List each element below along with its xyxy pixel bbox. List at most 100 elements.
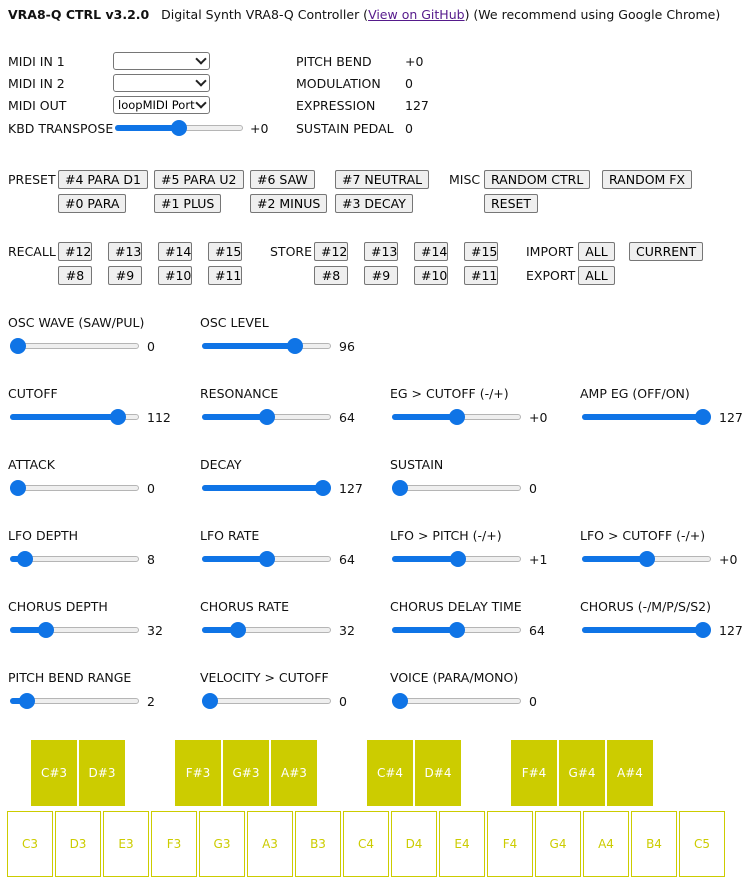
reset-button[interactable]: RESET xyxy=(484,194,539,213)
piano-key-white[interactable]: G3 xyxy=(199,811,245,877)
recall-button[interactable]: #13 xyxy=(108,242,142,261)
piano-key-white[interactable]: F4 xyxy=(487,811,533,877)
piano-key-white[interactable]: E4 xyxy=(439,811,485,877)
velocity-cutoff-slider[interactable] xyxy=(202,693,331,709)
preset-button[interactable]: #6 SAW xyxy=(250,170,315,189)
slider-thumb[interactable] xyxy=(230,622,247,638)
lfo-depth-slider[interactable] xyxy=(10,551,139,567)
midi-in2-select[interactable] xyxy=(113,74,210,92)
piano-key-white[interactable]: E3 xyxy=(103,811,149,877)
cutoff-slider[interactable] xyxy=(10,409,139,425)
slider-thumb[interactable] xyxy=(19,693,36,709)
piano-key-black[interactable]: A#4 xyxy=(607,740,653,806)
piano-key-black[interactable]: F#4 xyxy=(511,740,557,806)
lfo-cutoff-slider[interactable] xyxy=(582,551,711,567)
recall-button[interactable]: #11 xyxy=(208,266,242,285)
slider-thumb[interactable] xyxy=(315,480,331,496)
slider-thumb[interactable] xyxy=(10,338,26,354)
piano-key-white[interactable]: B4 xyxy=(631,811,677,877)
piano-key-white[interactable]: C4 xyxy=(343,811,389,877)
preset-button[interactable]: #0 PARA xyxy=(58,194,127,213)
preset-button[interactable]: #3 DECAY xyxy=(335,194,413,213)
slider-thumb[interactable] xyxy=(448,622,465,638)
slider-thumb[interactable] xyxy=(38,622,55,638)
preset-button[interactable]: #4 PARA D1 xyxy=(58,170,148,189)
chorus-delay-time-slider[interactable] xyxy=(392,622,521,638)
sustain-slider[interactable] xyxy=(392,480,521,496)
chorus-depth-slider[interactable] xyxy=(10,622,139,638)
slider-thumb[interactable] xyxy=(449,551,466,567)
piano-key-black[interactable]: D#3 xyxy=(79,740,125,806)
chorus-mode-slider[interactable] xyxy=(582,622,711,638)
slider-thumb[interactable] xyxy=(258,551,275,567)
slider-thumb[interactable] xyxy=(287,338,304,354)
import-current-button[interactable]: CURRENT xyxy=(629,242,704,261)
random-ctrl-button[interactable]: RANDOM CTRL xyxy=(484,170,591,189)
preset-button[interactable]: #7 NEUTRAL xyxy=(335,170,430,189)
piano-key-white[interactable]: F3 xyxy=(151,811,197,877)
piano-key-white[interactable]: C3 xyxy=(7,811,53,877)
store-button[interactable]: #12 xyxy=(314,242,348,261)
decay-slider[interactable] xyxy=(202,480,331,496)
recall-button[interactable]: #8 xyxy=(58,266,92,285)
kbd-transpose-slider[interactable] xyxy=(115,120,243,136)
store-button[interactable]: #10 xyxy=(414,266,448,285)
piano-key-black[interactable]: D#4 xyxy=(415,740,461,806)
export-all-button[interactable]: ALL xyxy=(578,266,615,285)
recall-button[interactable]: #9 xyxy=(108,266,142,285)
store-button[interactable]: #9 xyxy=(364,266,398,285)
piano-key-white[interactable]: A3 xyxy=(247,811,293,877)
slider-thumb[interactable] xyxy=(10,480,26,496)
piano-key-white[interactable]: G4 xyxy=(535,811,581,877)
amp-eg-slider[interactable] xyxy=(582,409,711,425)
lfo-pitch-slider[interactable] xyxy=(392,551,521,567)
preset-button[interactable]: #5 PARA U2 xyxy=(154,170,244,189)
lfo-rate-slider[interactable] xyxy=(202,551,331,567)
piano-key-white[interactable]: A4 xyxy=(583,811,629,877)
slider-thumb[interactable] xyxy=(392,480,408,496)
slider-thumb[interactable] xyxy=(392,693,408,709)
osc-level-slider[interactable] xyxy=(202,338,331,354)
slider-thumb[interactable] xyxy=(109,409,126,425)
piano-key-black[interactable]: G#3 xyxy=(223,740,269,806)
piano-key-white[interactable]: D3 xyxy=(55,811,101,877)
piano-key-white[interactable]: B3 xyxy=(295,811,341,877)
recall-button[interactable]: #14 xyxy=(158,242,192,261)
resonance-slider[interactable] xyxy=(202,409,331,425)
osc-wave-slider[interactable] xyxy=(10,338,139,354)
preset-button[interactable]: #1 PLUS xyxy=(154,194,222,213)
slider-thumb[interactable] xyxy=(258,409,275,425)
slider-thumb[interactable] xyxy=(448,409,465,425)
recall-button[interactable]: #15 xyxy=(208,242,242,261)
attack-slider[interactable] xyxy=(10,480,139,496)
preset-button[interactable]: #2 MINUS xyxy=(250,194,328,213)
store-button[interactable]: #11 xyxy=(464,266,498,285)
recall-button[interactable]: #10 xyxy=(158,266,192,285)
pitch-bend-range-slider[interactable] xyxy=(10,693,139,709)
piano-key-black[interactable]: C#4 xyxy=(367,740,413,806)
chorus-rate-slider[interactable] xyxy=(202,622,331,638)
store-button[interactable]: #8 xyxy=(314,266,348,285)
piano-key-black[interactable]: C#3 xyxy=(31,740,77,806)
eg-cutoff-slider[interactable] xyxy=(392,409,521,425)
slider-thumb[interactable] xyxy=(17,551,34,567)
random-fx-button[interactable]: RANDOM FX xyxy=(602,170,693,189)
recall-button[interactable]: #12 xyxy=(58,242,92,261)
slider-thumb[interactable] xyxy=(695,409,711,425)
piano-key-black[interactable]: A#3 xyxy=(271,740,317,806)
midi-out-select[interactable]: loopMIDI Port xyxy=(113,96,210,114)
piano-key-black[interactable]: G#4 xyxy=(559,740,605,806)
store-button[interactable]: #14 xyxy=(414,242,448,261)
piano-key-black[interactable]: F#3 xyxy=(175,740,221,806)
slider-thumb[interactable] xyxy=(171,120,187,136)
piano-key-white[interactable]: D4 xyxy=(391,811,437,877)
slider-thumb[interactable] xyxy=(695,622,711,638)
voice-mode-slider[interactable] xyxy=(392,693,521,709)
store-button[interactable]: #13 xyxy=(364,242,398,261)
slider-thumb[interactable] xyxy=(202,693,218,709)
import-all-button[interactable]: ALL xyxy=(578,242,615,261)
piano-key-white[interactable]: C5 xyxy=(679,811,725,877)
midi-in1-select[interactable] xyxy=(113,52,210,70)
slider-thumb[interactable] xyxy=(638,551,655,567)
store-button[interactable]: #15 xyxy=(464,242,498,261)
